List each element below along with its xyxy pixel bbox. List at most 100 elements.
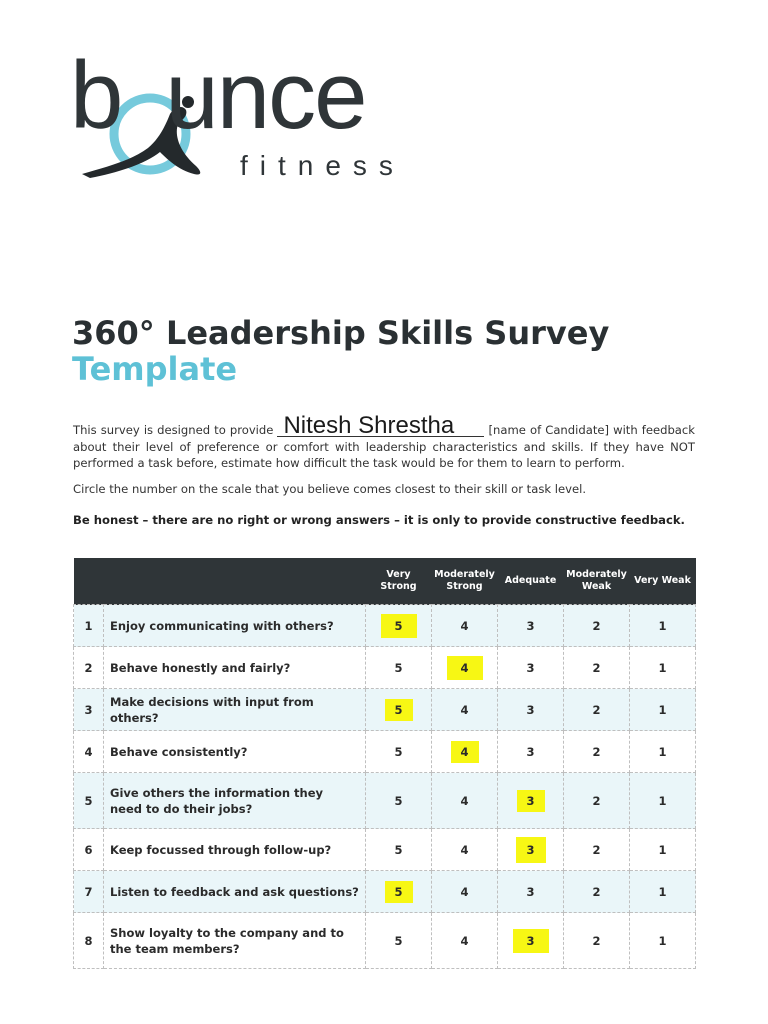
logo-subtext: fitness: [240, 150, 405, 181]
rating-cell[interactable]: 5: [365, 828, 432, 871]
rating-value: 2: [592, 702, 601, 717]
survey-body: 1 Enjoy communicating with others? 5 4 3 2 1 2 B…: [73, 604, 696, 969]
rating-cell[interactable]: 3: [497, 688, 564, 731]
rating-value: 2: [592, 793, 601, 808]
rating-cell[interactable]: 3: [497, 604, 564, 647]
rating-cell[interactable]: 4: [431, 688, 498, 731]
rating-cell[interactable]: 3: [497, 828, 564, 871]
row-question: Behave consistently?: [103, 730, 366, 773]
rating-cell[interactable]: 1: [629, 828, 696, 871]
rating-value: 1: [658, 618, 667, 633]
intro-paragraph: This survey is designed to provide Nites…: [73, 414, 695, 472]
rating-cell[interactable]: 2: [563, 646, 630, 689]
rating-value: 3: [526, 744, 535, 759]
rating-cell[interactable]: 5: [365, 912, 432, 969]
rating-value: 2: [592, 842, 601, 857]
rating-cell[interactable]: 4: [431, 604, 498, 647]
header-very-strong: Very Strong: [365, 558, 432, 605]
row-question: Give others the information they need to…: [103, 772, 366, 829]
row-question: Listen to feedback and ask questions?: [103, 870, 366, 913]
rating-cell[interactable]: 1: [629, 912, 696, 969]
logo-wordmark-visible: b unce: [70, 42, 368, 149]
rating-cell[interactable]: 3: [497, 912, 564, 969]
selected-rating-highlight: 5: [384, 880, 413, 903]
rating-value: 1: [658, 933, 667, 948]
rating-value: 2: [592, 660, 601, 675]
rating-cell[interactable]: 1: [629, 730, 696, 773]
rating-cell[interactable]: 2: [563, 772, 630, 829]
rating-cell[interactable]: 4: [431, 646, 498, 689]
row-question: Keep focussed through follow-up?: [103, 828, 366, 871]
rating-cell[interactable]: 2: [563, 870, 630, 913]
row-number: 4: [73, 730, 104, 773]
rating-value: 4: [460, 842, 469, 857]
row-question: Behave honestly and fairly?: [103, 646, 366, 689]
rating-cell[interactable]: 2: [563, 604, 630, 647]
row-question: Show loyalty to the company and to the t…: [103, 912, 366, 969]
rating-cell[interactable]: 5: [365, 772, 432, 829]
row-number: 1: [73, 604, 104, 647]
rating-cell[interactable]: 5: [365, 646, 432, 689]
rating-cell[interactable]: 5: [365, 870, 432, 913]
rating-cell[interactable]: 2: [563, 688, 630, 731]
rating-cell[interactable]: 2: [563, 730, 630, 773]
rating-cell[interactable]: 4: [431, 828, 498, 871]
rating-cell[interactable]: 5: [365, 730, 432, 773]
rating-cell[interactable]: 4: [431, 870, 498, 913]
rating-cell[interactable]: 3: [497, 730, 564, 773]
rating-value: 3: [526, 702, 535, 717]
selected-rating-highlight: 3: [512, 928, 549, 953]
page-title: 360° Leadership Skills Survey: [72, 314, 610, 352]
table-row: 5 Give others the information they need t…: [73, 772, 696, 829]
dancer-silhouette-icon: [82, 93, 201, 178]
rating-value: 2: [592, 744, 601, 759]
rating-value: 3: [526, 884, 535, 899]
rating-cell[interactable]: 3: [497, 646, 564, 689]
header-num: [73, 558, 104, 605]
rating-cell[interactable]: 1: [629, 604, 696, 647]
table-row: 8 Show loyalty to the company and to the …: [73, 912, 696, 969]
rating-cell[interactable]: 1: [629, 772, 696, 829]
rating-value: 2: [592, 933, 601, 948]
rating-cell[interactable]: 5: [365, 688, 432, 731]
rating-cell[interactable]: 4: [431, 912, 498, 969]
rating-value: 2: [592, 618, 601, 633]
rating-value: 1: [658, 842, 667, 857]
rating-cell[interactable]: 1: [629, 870, 696, 913]
rating-value: 4: [460, 793, 469, 808]
rating-value: 5: [394, 793, 403, 808]
selected-rating-highlight: 3: [516, 789, 545, 812]
table-row: 6 Keep focussed through follow-up? 5 4 3 2 1: [73, 828, 696, 871]
rating-value: 4: [460, 933, 469, 948]
rating-value: 4: [460, 618, 469, 633]
rating-cell[interactable]: 4: [431, 772, 498, 829]
row-number: 8: [73, 912, 104, 969]
rating-value: 1: [658, 884, 667, 899]
rating-value: 5: [394, 842, 403, 857]
rating-cell[interactable]: 2: [563, 912, 630, 969]
row-number: 3: [73, 688, 104, 731]
rating-cell[interactable]: 4: [431, 730, 498, 773]
header-very-weak: Very Weak: [629, 558, 696, 605]
rating-cell[interactable]: 2: [563, 828, 630, 871]
selected-rating-highlight: 5: [384, 698, 413, 721]
rating-cell[interactable]: 1: [629, 646, 696, 689]
rating-cell[interactable]: 3: [497, 772, 564, 829]
selected-rating-highlight: 5: [380, 613, 417, 638]
row-number: 5: [73, 772, 104, 829]
table-row: 7 Listen to feedback and ask questions? 5 4…: [73, 870, 696, 913]
rating-value: 3: [526, 660, 535, 675]
intro-after: [name of Candidate] with feedback about …: [73, 423, 695, 470]
rating-value: 5: [394, 744, 403, 759]
rating-cell[interactable]: 5: [365, 604, 432, 647]
row-number: 7: [73, 870, 104, 913]
table-header-row: Very Strong Moderately Strong Adequate M…: [73, 558, 696, 605]
selected-rating-highlight: 3: [515, 836, 546, 863]
rating-value: 5: [394, 660, 403, 675]
rating-cell[interactable]: 3: [497, 870, 564, 913]
rating-cell[interactable]: 1: [629, 688, 696, 731]
table-row: 3 Make decisions with input from others? 5…: [73, 688, 696, 731]
candidate-name-field[interactable]: Nitesh Shrestha: [277, 414, 485, 438]
row-number: 2: [73, 646, 104, 689]
